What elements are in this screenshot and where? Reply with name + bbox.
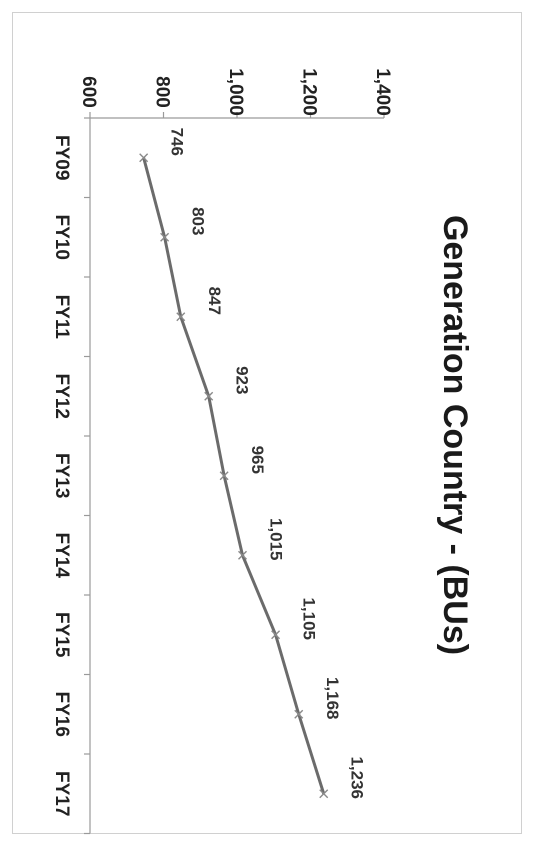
category-label: FY16 [51, 692, 72, 737]
data-point-marker [294, 709, 304, 719]
category-labels: FY09 FY10 FY11 FY12 FY13 FY14 FY15 FY16 FY17 [51, 135, 72, 816]
y-tick-label: 800 [152, 76, 173, 108]
y-tick-label: 1,000 [225, 68, 246, 116]
data-point-marker [238, 550, 248, 560]
category-label: FY17 [51, 771, 72, 816]
data-label: 1,236 [348, 756, 367, 799]
category-label: FY09 [51, 135, 72, 180]
data-label: 1,168 [323, 677, 342, 720]
plot-area: 600 800 1,000 1,200 1,400 746 803 847 923 965 1,0… [51, 68, 474, 835]
data-label: 1,015 [267, 518, 286, 561]
data-point-marker [176, 312, 186, 322]
data-label: 965 [248, 446, 267, 474]
category-label: FY13 [51, 453, 72, 498]
x-ticks [84, 117, 90, 835]
data-point-marker [204, 391, 214, 401]
data-label: 847 [205, 287, 224, 315]
data-labels: 746 803 847 923 965 1,015 1,105 1,168 1,236 [168, 128, 367, 799]
chart-title: Generation Country - (BUs) [436, 215, 474, 655]
data-label: 1,105 [300, 597, 319, 640]
series-line [142, 157, 326, 795]
markers [139, 153, 329, 799]
data-label: 923 [233, 366, 252, 394]
category-label: FY15 [51, 612, 72, 658]
category-label: FY12 [51, 374, 72, 419]
data-label: 803 [189, 207, 208, 235]
data-point-marker [271, 630, 281, 640]
data-point-marker [139, 153, 149, 163]
data-point-marker [160, 232, 170, 242]
category-label: FY11 [51, 295, 72, 340]
data-point-marker [219, 471, 229, 481]
y-tick-label: 600 [78, 76, 99, 108]
y-tick-label: 1,200 [299, 68, 320, 116]
y-tick-label: 1,400 [372, 68, 393, 116]
category-label: FY14 [51, 533, 72, 579]
data-label: 746 [168, 128, 187, 156]
y-ticks: 600 800 1,000 1,200 1,400 [78, 68, 393, 118]
data-point-marker [319, 789, 329, 799]
category-label: FY10 [51, 215, 72, 260]
scan-border [12, 12, 522, 834]
